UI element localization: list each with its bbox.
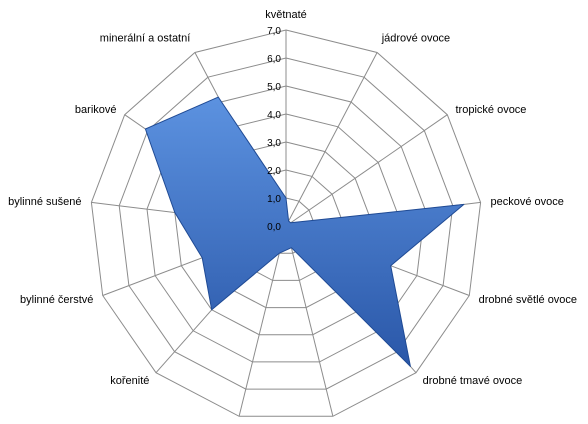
tick-label: 5,0 <box>267 82 281 93</box>
category-label: tropické ovoce <box>456 104 527 116</box>
tick-label: 7,0 <box>267 26 281 37</box>
grid-spoke <box>285 52 378 227</box>
tick-label: 3,0 <box>267 138 281 149</box>
category-label: drobné světlé ovoce <box>479 294 577 306</box>
tick-labels: 0,0 1,0 2,0 3,0 4,0 5,0 6,0 7,0 <box>267 26 281 233</box>
series-polygon <box>144 96 465 367</box>
tick-label: 4,0 <box>267 110 281 121</box>
grid-spoke <box>285 114 448 227</box>
grid-ring <box>118 57 454 390</box>
category-label: barikové <box>75 104 117 116</box>
tick-label: 1,0 <box>267 194 281 205</box>
category-label: bylinné čerstvé <box>20 294 93 306</box>
tick-label: 0,0 <box>267 222 281 233</box>
category-label: jádrové ovoce <box>381 33 451 45</box>
tick-label: 2,0 <box>267 166 281 177</box>
category-label: peckové ovoce <box>491 196 564 208</box>
grid-spoke <box>285 225 334 417</box>
grid-spoke <box>238 225 287 417</box>
category-label: květnaté <box>265 9 307 21</box>
tick-label: 6,0 <box>267 54 281 65</box>
category-labels: květnaté jádrové ovoce tropické ovoce pecko… <box>8 9 577 387</box>
category-label: bylinné sušené <box>8 196 81 208</box>
category-label: drobné tmavé ovoce <box>423 375 523 387</box>
grid-ring <box>90 29 482 417</box>
category-label: kořenité <box>110 375 149 387</box>
series-area <box>144 96 465 367</box>
category-label: minerální a ostatní <box>100 33 191 45</box>
